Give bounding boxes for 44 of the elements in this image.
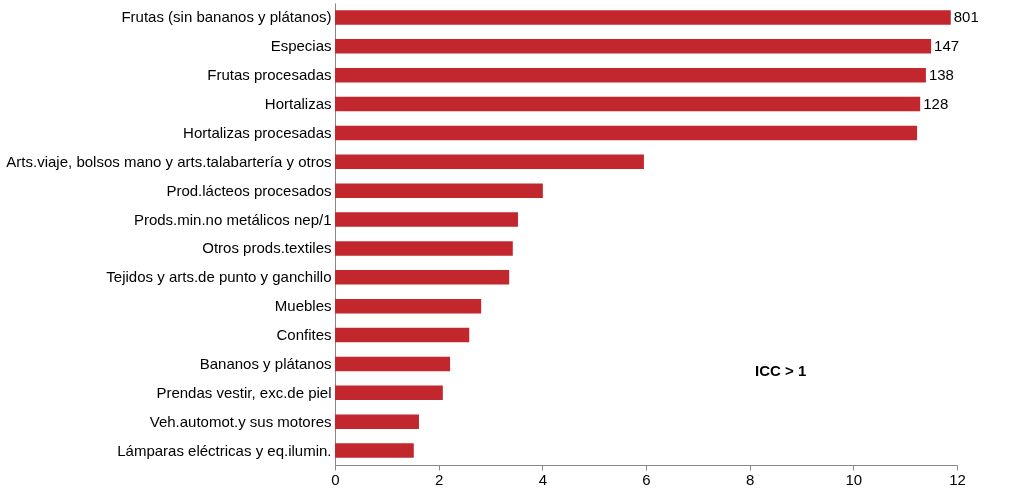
y-tick-label: Prod.lácteos procesados [166,181,332,199]
y-tick-label: Hortalizas procesadas [183,123,332,141]
bar [335,414,419,429]
y-tick-label: Arts.viaje, bolsos mano y arts.talabartería y otros [6,152,332,170]
bar [335,212,518,227]
annotation: 147 [934,37,960,55]
y-tick-label: Otros prods.textiles [202,239,332,257]
bar [335,356,451,372]
bar [335,298,482,314]
x-tick-label: 12 [949,470,966,488]
bar [335,385,443,401]
y-tick-label: Prods.min.no metálicos nep/1 [133,210,332,228]
x-tick-label: 8 [745,470,755,488]
bar [335,96,921,112]
x-tick-label: 0 [331,470,340,488]
annotation: ICC > 1 [755,362,807,379]
y-tick-label: Frutas procesadas [207,66,332,84]
annotation: 128 [923,95,949,113]
annotation: 801 [953,8,979,26]
y-tick-label: Frutas (sin bananos y plátanos) [121,8,332,26]
y-tick-label: Especias [270,37,332,55]
y-tick-label: Tejidos y arts.de punto y ganchillo [106,268,332,286]
bar [335,183,543,198]
bar [335,241,513,256]
bar [335,154,644,170]
bar [335,270,510,285]
x-tick-label: 2 [434,470,444,488]
y-tick-label: Veh.automot.y sus motores [149,412,332,430]
bar [335,67,926,83]
x-tick-label: 4 [538,470,548,488]
bar [335,39,932,54]
x-tick-label: 6 [642,470,651,488]
y-tick-label: Confites [276,326,332,344]
x-tick-label: 10 [845,470,863,488]
y-tick-label: Hortalizas [264,95,332,113]
bar [335,443,414,458]
y-tick-label: Muebles [274,297,332,315]
y-tick-label: Lámparas eléctricas y eq.ilumin. [117,441,332,459]
bar [335,10,951,25]
y-tick-label: Bananos y plátanos [199,354,332,372]
bar [335,125,918,141]
bar [335,327,470,343]
annotation: 138 [928,66,954,84]
y-tick-label: Prendas vestir, exc.de piel [156,383,332,401]
